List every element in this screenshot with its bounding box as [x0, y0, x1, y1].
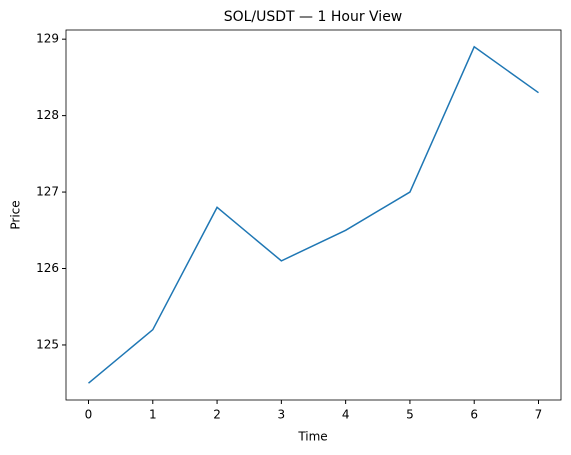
y-tick-label: 127	[36, 185, 59, 199]
chart-title: SOL/USDT — 1 Hour View	[224, 9, 403, 25]
y-tick-label: 126	[36, 261, 59, 275]
x-tick-label: 2	[213, 408, 221, 422]
x-tick-label: 6	[470, 408, 478, 422]
y-tick-label: 129	[36, 32, 59, 46]
y-axis-label: Price	[9, 200, 23, 229]
x-tick-label: 7	[535, 408, 543, 422]
y-tick-label: 125	[36, 337, 59, 351]
x-tick-label: 3	[278, 408, 286, 422]
x-tick-label: 4	[342, 408, 350, 422]
x-tick-label: 0	[85, 408, 93, 422]
plot-frame	[65, 29, 562, 401]
y-tick-label: 128	[36, 108, 59, 122]
x-axis-label: Time	[297, 430, 327, 444]
line-series	[88, 45, 539, 384]
x-tick-label: 1	[149, 408, 157, 422]
x-tick-label: 5	[406, 408, 414, 422]
